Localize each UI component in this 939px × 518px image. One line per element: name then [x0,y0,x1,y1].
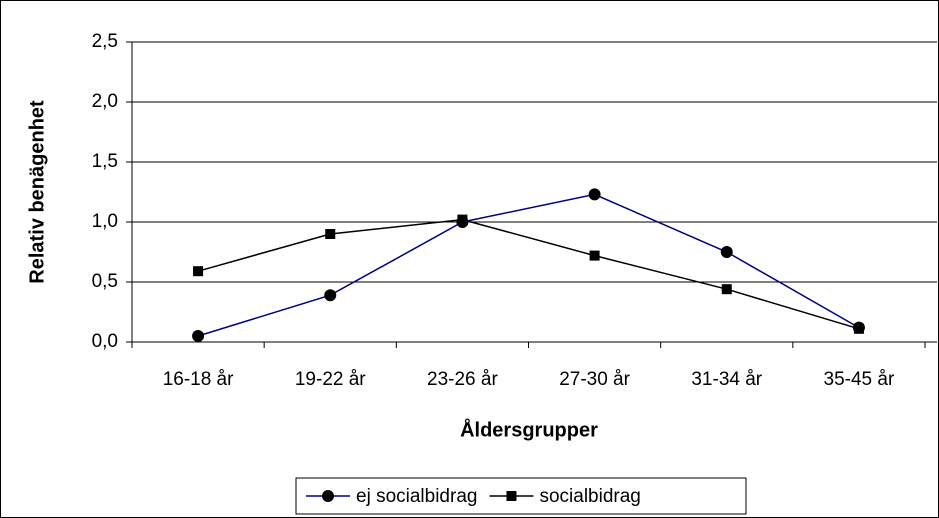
legend-label: socialbidrag [539,486,640,507]
y-tick-label: 0,0 [92,331,118,352]
marker [720,246,733,258]
legend-label: ej socialbidrag [356,486,477,507]
marker [588,188,601,201]
marker [193,266,204,277]
y-tick-label: 2,0 [92,91,118,112]
y-tick-label: 1,0 [92,211,118,232]
y-tick-label: 1,5 [92,151,118,172]
x-axis-label: Åldersgrupper [460,417,598,441]
x-tick-label: 16-18 år [163,369,234,390]
y-tick-label: 0,5 [92,271,118,292]
series-line [197,193,860,337]
x-tick-label: 35-45 år [824,369,895,390]
y-axis-label: Relativ benägenhet [26,100,48,284]
marker [192,330,205,342]
marker [589,250,600,261]
marker [325,229,336,239]
marker [853,323,864,334]
marker [322,490,334,502]
marker [721,284,732,295]
marker [506,491,517,501]
x-tick-label: 23-26 år [427,369,498,390]
x-tick-label: 19-22 år [295,369,366,390]
marker [457,214,468,225]
marker [324,289,337,302]
x-tick-label: 31-34 år [691,369,762,390]
x-tick-label: 27-30 år [559,369,630,390]
series-line [197,218,860,330]
y-tick-label: 2,5 [92,31,118,52]
